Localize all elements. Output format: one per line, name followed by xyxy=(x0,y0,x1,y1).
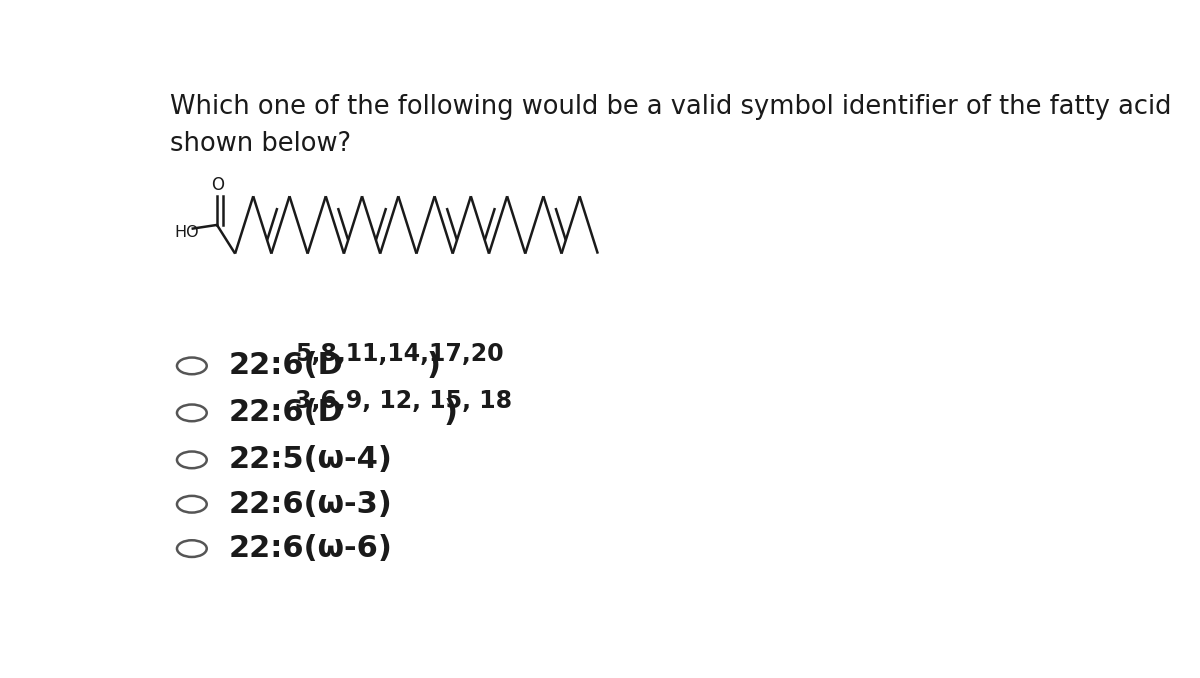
Text: 5,8,11,14,17,20: 5,8,11,14,17,20 xyxy=(295,342,504,366)
Text: ): ) xyxy=(444,399,457,427)
Text: 3,6,9, 12, 15, 18: 3,6,9, 12, 15, 18 xyxy=(295,389,512,414)
Text: 22:6(ω-3): 22:6(ω-3) xyxy=(229,490,392,519)
Text: O: O xyxy=(211,176,224,194)
Text: HO: HO xyxy=(174,225,199,240)
Text: ): ) xyxy=(427,351,440,380)
Text: Which one of the following would be a valid symbol identifier of the fatty acid: Which one of the following would be a va… xyxy=(170,94,1172,121)
Text: 22:6(D: 22:6(D xyxy=(229,351,344,380)
Text: shown below?: shown below? xyxy=(170,131,352,157)
Text: 22:5(ω-4): 22:5(ω-4) xyxy=(229,445,392,475)
Text: 22:6(ω-6): 22:6(ω-6) xyxy=(229,534,392,563)
Text: 22:6(D: 22:6(D xyxy=(229,399,344,427)
